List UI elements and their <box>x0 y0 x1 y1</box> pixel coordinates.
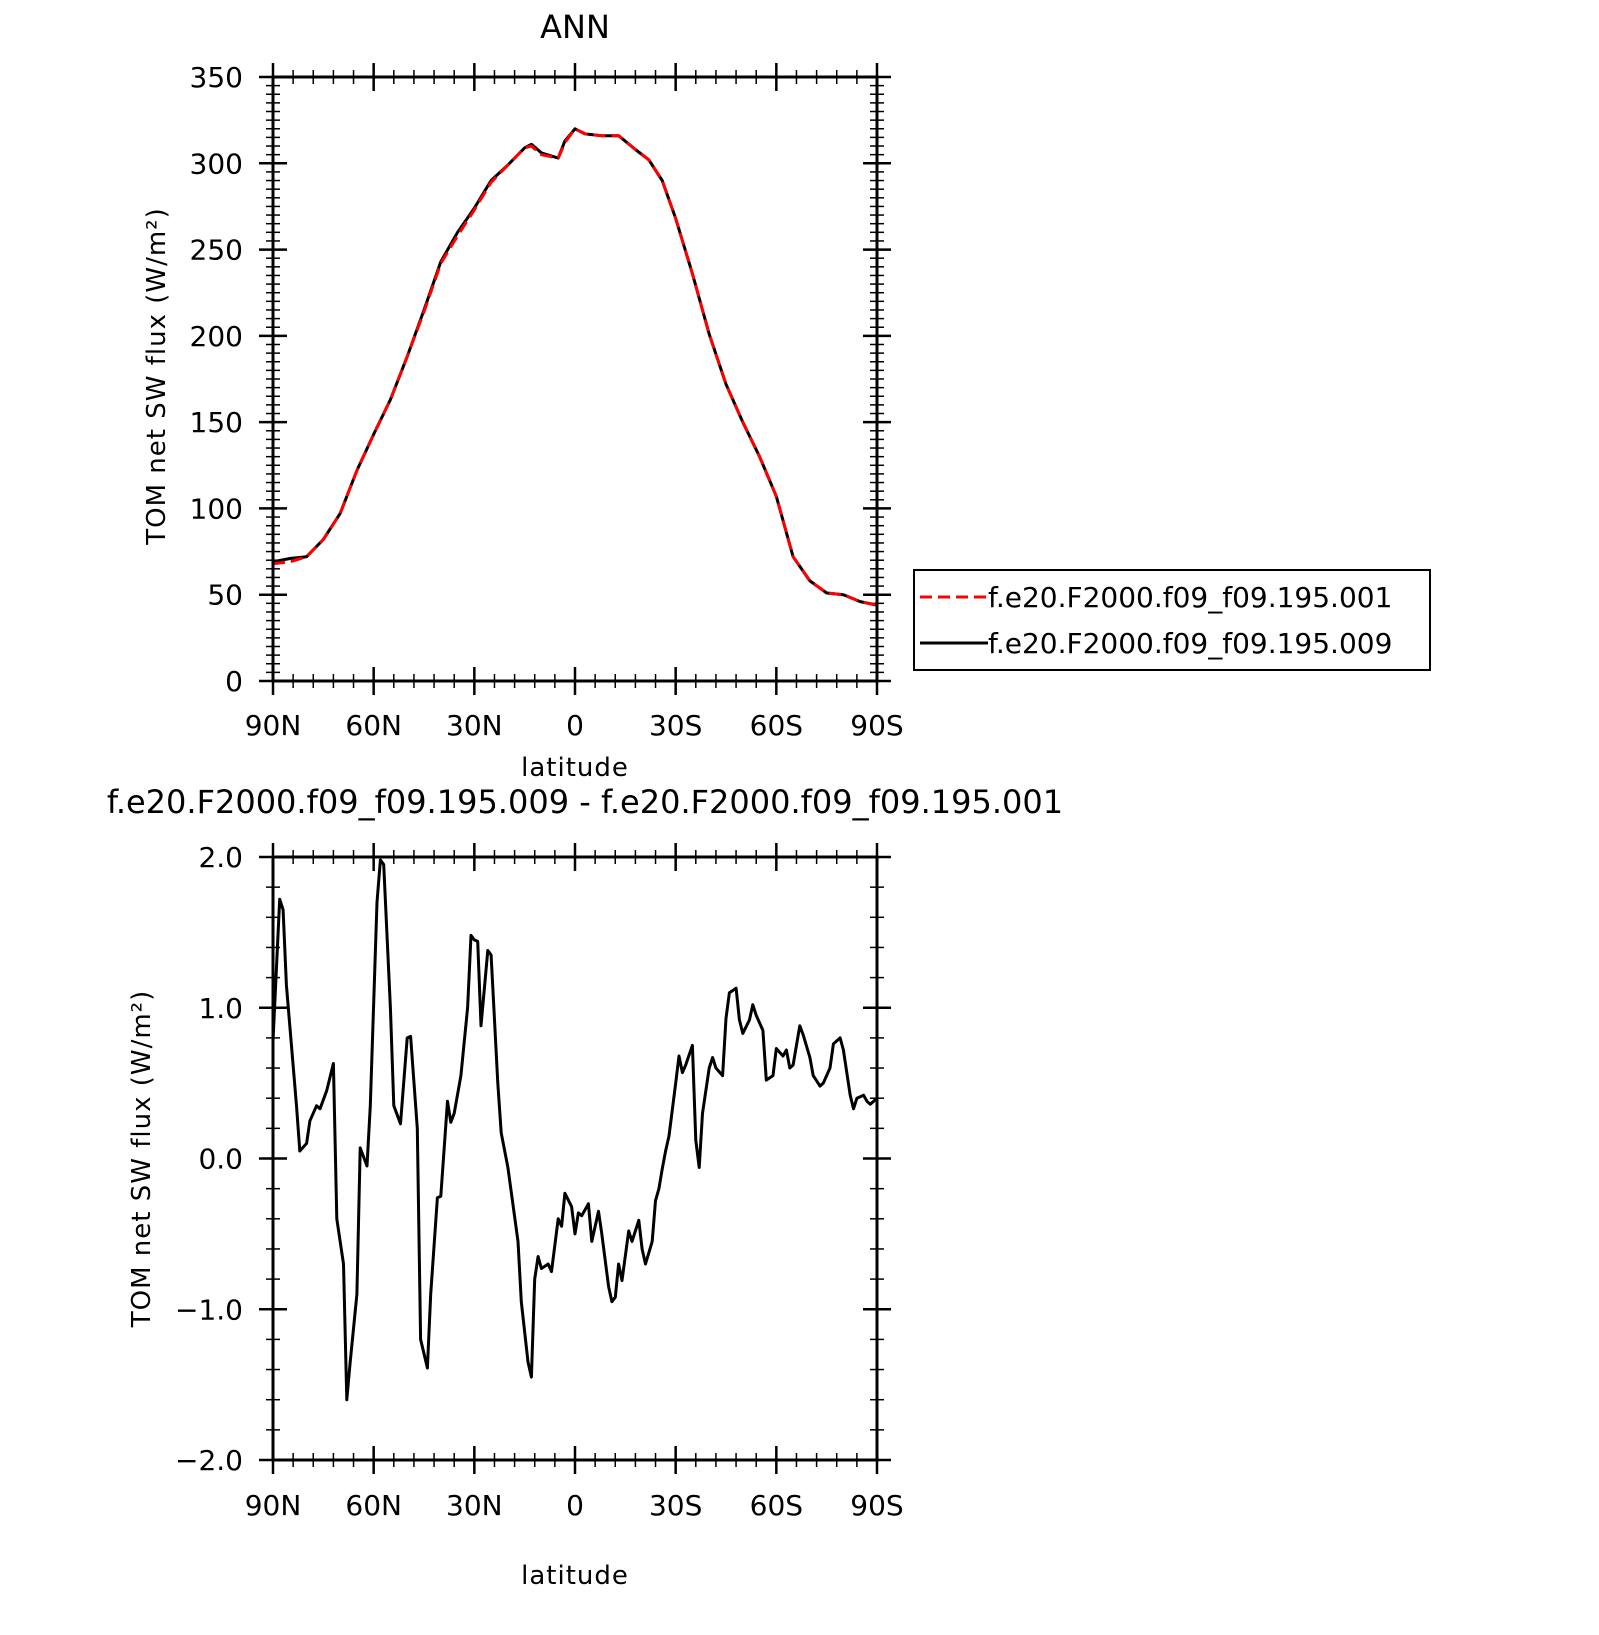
y-tick-label: 50 <box>207 579 243 612</box>
y-tick-label: −1.0 <box>175 1293 243 1326</box>
series-line-1 <box>272 127 878 607</box>
y-tick-label: 150 <box>190 406 243 439</box>
y-tick-label: 0 <box>225 665 243 698</box>
y-tick-label: 0.0 <box>198 1143 243 1176</box>
bottom-chart-series <box>271 858 879 1402</box>
legend-entry-series-1: f.e20.F2000.f09_f09.195.001 <box>988 581 1392 614</box>
top-chart-frame <box>271 75 879 683</box>
bottom-chart-y-axis-label: TOM net SW flux (W/m²) <box>127 990 157 1328</box>
top-chart-x-axis-label: latitude <box>521 753 629 783</box>
legend: f.e20.F2000.f09_f09.195.001 f.e20.F2000.… <box>913 569 1431 671</box>
bottom-chart-x-axis-label: latitude <box>521 1561 629 1591</box>
top-chart-title: ANN <box>540 8 610 46</box>
x-tick-label: 30N <box>446 709 503 742</box>
y-tick-label: 300 <box>190 147 243 180</box>
series-line-1 <box>271 858 879 1402</box>
top-chart-y-axis-label: TOM net SW flux (W/m²) <box>142 207 172 545</box>
top-chart-series <box>272 127 878 607</box>
bottom-chart: f.e20.F2000.f09_f09.195.009 - f.e20.F200… <box>107 783 1063 1591</box>
y-tick-label: 350 <box>190 61 243 94</box>
y-tick-label: 200 <box>190 320 243 353</box>
bottom-chart-x-tick-labels: 90N 60N 30N 0 30S 60S 90S <box>245 1489 904 1522</box>
x-tick-label: 30S <box>649 1489 702 1522</box>
bottom-chart-ticks <box>259 843 891 1474</box>
y-tick-label: 100 <box>190 492 243 525</box>
y-tick-label: −2.0 <box>175 1444 243 1477</box>
x-tick-label: 60S <box>750 709 803 742</box>
y-tick-label: 1.0 <box>198 992 243 1025</box>
x-tick-label: 30N <box>446 1489 503 1522</box>
x-tick-label: 60S <box>750 1489 803 1522</box>
legend-box <box>913 569 1431 671</box>
y-tick-label: 250 <box>190 234 243 267</box>
top-chart-x-tick-labels: 90N 60N 30N 0 30S 60S 90S <box>245 709 904 742</box>
legend-entry-series-2: f.e20.F2000.f09_f09.195.009 <box>988 627 1392 660</box>
x-tick-label: 60N <box>345 1489 402 1522</box>
bottom-chart-y-tick-labels: −2.0 −1.0 0.0 1.0 2.0 <box>175 841 243 1477</box>
x-tick-label: 0 <box>566 1489 584 1522</box>
x-tick-label: 90S <box>850 709 903 742</box>
y-tick-label: 2.0 <box>198 841 243 874</box>
bottom-chart-title: f.e20.F2000.f09_f09.195.009 - f.e20.F200… <box>107 783 1063 821</box>
x-tick-label: 0 <box>566 709 584 742</box>
x-tick-label: 90S <box>850 1489 903 1522</box>
x-tick-label: 90N <box>245 1489 302 1522</box>
top-chart-y-tick-labels: 0 50 100 150 200 250 300 350 <box>190 61 243 698</box>
x-tick-label: 90N <box>245 709 302 742</box>
series-line-2 <box>272 127 878 607</box>
top-chart: ANN 0 50 100 150 200 250 300 350 90N 60N 30N 0 30S 6… <box>142 8 904 783</box>
bottom-chart-frame <box>271 855 879 1462</box>
x-tick-label: 30S <box>649 709 702 742</box>
x-tick-label: 60N <box>345 709 402 742</box>
top-chart-ticks <box>259 63 891 695</box>
